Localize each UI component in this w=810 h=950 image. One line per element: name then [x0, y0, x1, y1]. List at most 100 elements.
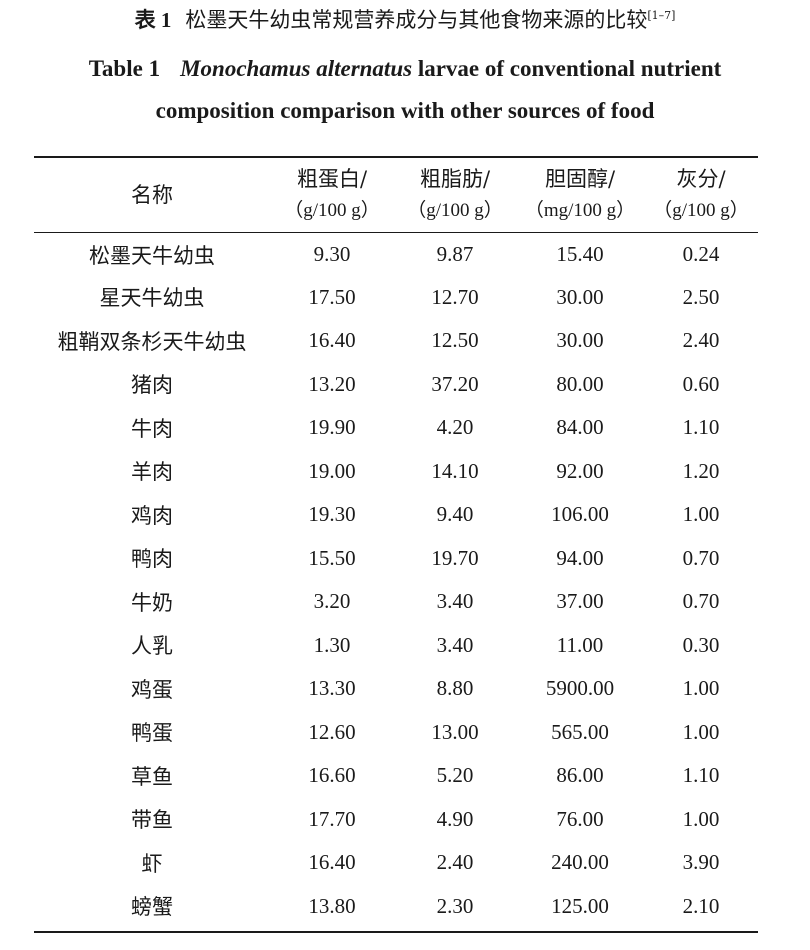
crude-protein-cell: 16.60 [308, 763, 356, 788]
crude-protein-cell: 16.40 [308, 328, 356, 353]
caption-cn-text: 松墨天牛幼虫常规营养成分与其他食物来源的比较 [185, 8, 648, 32]
food-name-cell: 猪肉 [131, 373, 173, 398]
ash-cell: 3.90 [682, 850, 720, 875]
cholesterol-cell: 11.00 [556, 632, 604, 657]
table-row: 螃蟹 13.80 2.30 125.00 2.10 [34, 885, 758, 929]
caption-en-line1: Table 1 Monochamus alternatus larvae of c… [0, 48, 810, 90]
crude-fat-cell: 13.00 [431, 719, 479, 744]
column-unit-protein: （g/100 g） [284, 200, 380, 221]
ash-cell: 1.10 [682, 763, 720, 788]
cholesterol-cell: 565.00 [551, 719, 609, 744]
ash-cell: 0.60 [682, 371, 720, 396]
ash-cell: 1.00 [682, 806, 720, 831]
ash-cell: 0.70 [682, 589, 720, 614]
crude-protein-cell: 1.30 [313, 632, 351, 657]
table-row: 粗鞘双条杉天牛幼虫 16.40 12.50 30.00 2.40 [34, 319, 758, 363]
crude-fat-cell: 37.20 [431, 371, 479, 396]
crude-protein-cell: 19.00 [308, 458, 356, 483]
crude-protein-cell: 17.70 [308, 806, 356, 831]
column-header-fat: 粗脂肪/（g/100 g） [407, 167, 503, 221]
column-unit-cholesterol: （mg/100 g） [524, 200, 636, 221]
cholesterol-cell: 86.00 [556, 763, 604, 788]
food-name-cell: 松墨天牛幼虫 [89, 243, 215, 268]
table-row: 草鱼 16.60 5.20 86.00 1.10 [34, 754, 758, 798]
column-header-ash: 灰分/（g/100 g） [653, 167, 749, 221]
food-name-cell: 草鱼 [131, 764, 173, 789]
ash-cell: 1.00 [682, 676, 720, 701]
food-name-cell: 鸡肉 [131, 503, 173, 528]
ash-cell: 2.50 [682, 284, 720, 309]
cholesterol-cell: 106.00 [551, 502, 609, 527]
ash-cell: 1.00 [682, 502, 720, 527]
table-row: 牛肉 19.90 4.20 84.00 1.10 [34, 406, 758, 450]
crude-protein-cell: 15.50 [308, 545, 356, 570]
table-bottom-rule [34, 931, 758, 933]
column-header-protein: 粗蛋白/（g/100 g） [284, 167, 380, 221]
table-row: 鸡肉 19.30 9.40 106.00 1.00 [34, 493, 758, 537]
food-name-cell: 牛奶 [131, 590, 173, 615]
ash-cell: 2.40 [682, 328, 720, 353]
cholesterol-cell: 30.00 [556, 328, 604, 353]
table-row: 鸭蛋 12.60 13.00 565.00 1.00 [34, 711, 758, 755]
table-body: 松墨天牛幼虫 9.30 9.87 15.40 0.24 星天牛幼虫 17.50 12.70 30… [34, 232, 758, 928]
column-unit-ash: （g/100 g） [653, 200, 749, 221]
cholesterol-cell: 92.00 [556, 458, 604, 483]
food-name-cell: 粗鞘双条杉天牛幼虫 [57, 329, 247, 354]
crude-fat-cell: 4.20 [436, 415, 474, 440]
cholesterol-cell: 5900.00 [545, 676, 615, 701]
caption-cn-number: 表 1 [134, 8, 172, 32]
food-name-cell: 羊肉 [131, 460, 173, 485]
crude-protein-cell: 19.30 [308, 502, 356, 527]
crude-fat-cell: 12.70 [431, 284, 479, 309]
cholesterol-cell: 15.40 [556, 242, 604, 267]
cholesterol-cell: 84.00 [556, 415, 604, 440]
table-row: 羊肉 19.00 14.10 92.00 1.20 [34, 450, 758, 494]
table-row: 猪肉 13.20 37.20 80.00 0.60 [34, 363, 758, 407]
cholesterol-cell: 76.00 [556, 806, 604, 831]
table-row: 人乳 1.30 3.40 11.00 0.30 [34, 624, 758, 668]
table-row: 牛奶 3.20 3.40 37.00 0.70 [34, 580, 758, 624]
food-name-cell: 鸡蛋 [131, 677, 173, 702]
caption-en-line1-rest: larvae of conventional nutrient [412, 56, 722, 81]
caption-cn-citation: [1–7] [647, 9, 676, 22]
crude-fat-cell: 2.30 [436, 893, 474, 918]
table-row: 星天牛幼虫 17.50 12.70 30.00 2.50 [34, 276, 758, 320]
crude-protein-cell: 17.50 [308, 284, 356, 309]
caption-en-line2: composition comparison with other source… [155, 98, 655, 123]
food-name-cell: 螃蟹 [131, 895, 173, 920]
cholesterol-cell: 37.00 [556, 589, 604, 614]
table-row: 鸡蛋 13.30 8.80 5900.00 1.00 [34, 667, 758, 711]
food-name-cell: 鸭蛋 [131, 721, 173, 746]
crude-fat-cell: 14.10 [431, 458, 479, 483]
table-row: 虾 16.40 2.40 240.00 3.90 [34, 841, 758, 885]
table-row: 松墨天牛幼虫 9.30 9.87 15.40 0.24 [34, 232, 758, 276]
crude-protein-cell: 13.20 [308, 371, 356, 396]
crude-protein-cell: 13.80 [308, 893, 356, 918]
food-name-cell: 带鱼 [131, 808, 173, 833]
crude-fat-cell: 12.50 [431, 328, 479, 353]
caption-en-species: Monochamus alternatus [180, 56, 413, 81]
food-name-cell: 鸭肉 [131, 547, 173, 572]
cholesterol-cell: 30.00 [556, 284, 604, 309]
food-name-cell: 人乳 [131, 634, 173, 659]
crude-fat-cell: 19.70 [431, 545, 479, 570]
table-row: 鸭肉 15.50 19.70 94.00 0.70 [34, 537, 758, 581]
crude-protein-cell: 16.40 [308, 850, 356, 875]
crude-fat-cell: 9.87 [436, 242, 474, 267]
table-row: 带鱼 17.70 4.90 76.00 1.00 [34, 798, 758, 842]
ash-cell: 0.24 [682, 242, 720, 267]
crude-protein-cell: 13.30 [308, 676, 356, 701]
ash-cell: 1.00 [682, 719, 720, 744]
nutrient-table: 名称 粗蛋白/（g/100 g） 粗脂肪/（g/100 g） 胆固醇/（mg/1… [34, 158, 758, 928]
crude-fat-cell: 3.40 [436, 589, 474, 614]
cholesterol-cell: 94.00 [556, 545, 604, 570]
food-name-cell: 虾 [141, 851, 163, 876]
table-top-rule [34, 156, 758, 158]
cholesterol-cell: 80.00 [556, 371, 604, 396]
ash-cell: 1.10 [682, 415, 720, 440]
ash-cell: 0.30 [682, 632, 720, 657]
crude-protein-cell: 9.30 [313, 242, 351, 267]
crude-fat-cell: 9.40 [436, 502, 474, 527]
crude-protein-cell: 19.90 [308, 415, 356, 440]
